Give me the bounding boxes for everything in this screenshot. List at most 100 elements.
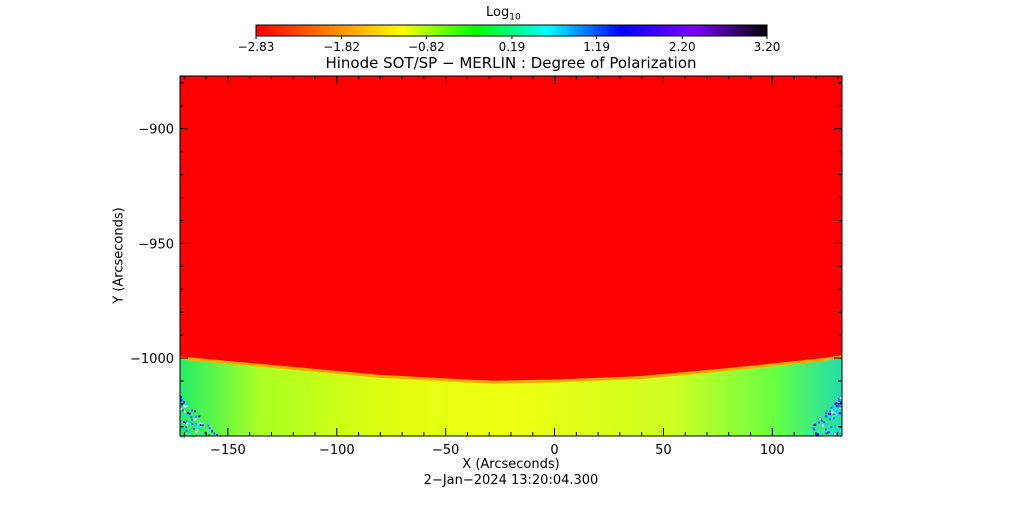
speckle [180,435,183,438]
speckle [825,430,828,433]
speckle [201,422,204,425]
colorbar-tick-label: −1.82 [323,40,360,54]
speckle [186,402,189,405]
speckle [213,434,216,437]
speckle [180,396,183,399]
speckle [820,419,823,422]
speckle [834,412,837,415]
speckle [814,423,817,426]
speckle [827,414,830,417]
speckle [207,426,210,429]
speckle [191,422,194,425]
speckle [199,423,202,426]
speckle [193,410,196,413]
speckle [832,417,835,420]
chart-title: Hinode SOT/SP − MERLIN : Degree of Polar… [325,54,697,72]
y-axis-label: Y (Arcseconds) [111,207,127,304]
speckle [839,432,842,435]
colorbar [255,24,768,37]
speckle [839,406,842,409]
speckle [813,428,816,431]
speckle [831,411,834,414]
y-tick-label: −950 [138,237,174,252]
speckle [185,404,188,407]
speckle [831,415,834,418]
speckle [180,399,183,402]
speckle [838,398,841,401]
speckle [823,421,826,424]
speckle [831,431,834,434]
speckle [834,424,837,427]
speckle [826,431,829,434]
colorbar-label: Log10 [486,5,521,23]
speckle [216,434,219,437]
speckle [197,424,200,427]
speckle [817,430,820,433]
speckle [182,421,185,424]
speckle [181,426,184,429]
speckle [195,430,198,433]
speckle [837,399,840,402]
speckle [196,425,199,428]
speckle [824,414,827,417]
speckle [185,426,188,429]
speckle [188,431,191,434]
speckle [837,426,840,429]
speckle [838,412,841,415]
speckle [832,425,835,428]
speckle [213,432,216,435]
timestamp-label: 2−Jan−2024 13:20:04.300 [423,473,599,488]
speckle [824,423,827,426]
corner-speckles [180,396,842,438]
speckle [183,435,186,438]
speckle [180,407,183,410]
speckle [190,416,193,419]
colorbar-tick-label: −0.82 [408,40,445,54]
x-tick-label: 50 [655,443,672,458]
speckle [182,402,185,405]
speckle [183,401,186,404]
speckle [829,410,832,413]
colorbar-label-base: Log [486,5,510,20]
speckle [813,423,816,426]
speckle [824,428,827,431]
speckle [835,405,838,408]
x-tick-label: 0 [550,443,558,458]
colorbar-label-sub: 10 [509,12,521,23]
speckle [835,432,838,435]
speckle [208,434,211,437]
speckle [191,409,194,412]
colorbar-tick-label: −2.83 [238,40,275,54]
speckle [185,414,188,417]
speckle [820,418,823,421]
speckle [194,424,197,427]
speckle [211,430,214,433]
speckle [194,418,197,421]
speckle [198,415,201,418]
off-limb-region [180,356,842,436]
speckle [183,405,186,408]
speckle [832,405,835,408]
speckle [827,412,830,415]
speckle [184,410,187,413]
speckle [837,404,840,407]
speckle [839,401,842,404]
speckle [185,429,188,432]
speckle [828,418,831,421]
speckle [200,428,203,431]
speckle [200,421,203,424]
colorbar-tick-label: 3.20 [754,40,781,54]
speckle [189,422,192,425]
speckle [808,431,811,434]
speckle [186,425,189,428]
speckle [809,430,812,433]
speckle [830,406,833,409]
speckle [186,422,189,425]
colorbar-tick-label: 0.19 [499,40,526,54]
speckle [827,431,830,434]
speckle [825,411,828,414]
speckle [193,415,196,418]
speckle [830,408,833,411]
speckle [196,428,199,431]
